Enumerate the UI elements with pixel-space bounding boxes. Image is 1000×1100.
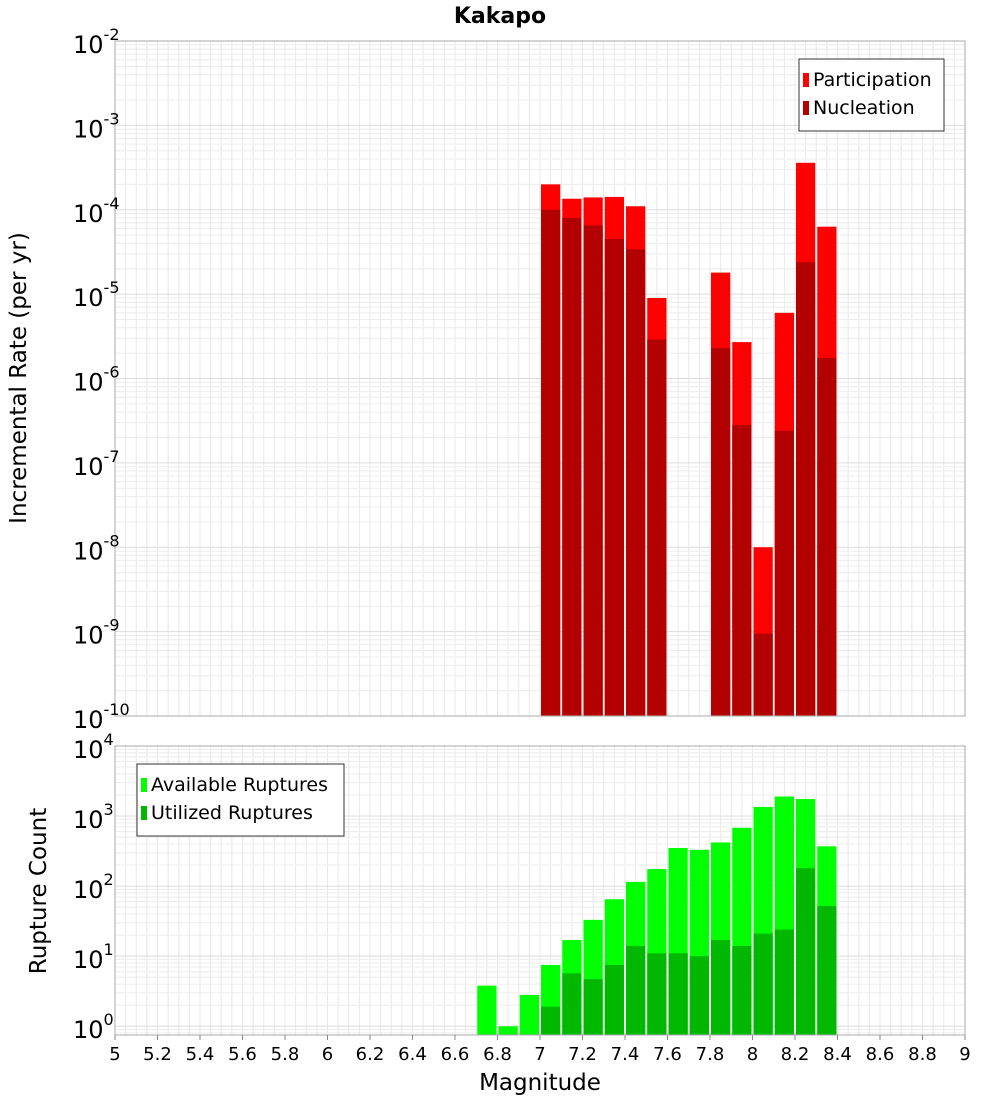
count-legend: Available Ruptures Utilized Ruptures (136, 763, 345, 837)
y-tick-label: 10-7 (73, 447, 120, 481)
count-bar (753, 933, 773, 1035)
y-tick-label: 10-3 (73, 109, 120, 143)
x-tick-label: 8.6 (866, 1044, 895, 1065)
x-tick-label: 5.2 (143, 1044, 172, 1065)
x-tick-label: 7.6 (653, 1044, 682, 1065)
legend-swatch (141, 778, 147, 792)
x-tick-label: 9 (959, 1044, 970, 1065)
y-tick-label: 10-9 (73, 616, 120, 650)
count-series-2 (541, 868, 837, 1035)
magnitude-axis: 5 5.2 5.4 5.6 5.8 6 6.2 6.4 6.6 6.8 7 7.2 7.4 7.6 7.8 8… (109, 1035, 971, 1065)
y-tick-label: 10-4 (73, 194, 120, 228)
x-tick-label: 8 (747, 1044, 758, 1065)
rate-grid (114, 41, 966, 717)
x-tick-label: 5.4 (186, 1044, 215, 1065)
count-bar (647, 953, 667, 1035)
legend-swatch (803, 101, 809, 115)
x-tick-label: 7.2 (568, 1044, 597, 1065)
rupture-count-panel: 100 101 102 103 104 Available Ruptures Utilize… (73, 730, 966, 1044)
rate-bar (647, 339, 667, 716)
count-y-ticks: 100 101 102 103 104 (73, 730, 114, 1044)
x-tick-label: 8.8 (908, 1044, 937, 1065)
rate-plot-frame (114, 40, 966, 717)
count-bar (583, 979, 603, 1035)
x-tick-label: 5.8 (271, 1044, 300, 1065)
count-bar (689, 956, 709, 1035)
x-tick-label: 8.2 (781, 1044, 810, 1065)
x-tick-label: 8.4 (823, 1044, 852, 1065)
rate-series-2 (541, 209, 837, 716)
y-tick-label: 10-5 (73, 278, 120, 312)
count-bar (668, 953, 688, 1035)
count-bar (562, 973, 582, 1035)
x-tick-label: 6.8 (483, 1044, 512, 1065)
rate-bar (774, 430, 794, 716)
count-bar (817, 906, 837, 1035)
rate-bar (604, 239, 624, 716)
rate-bar (732, 425, 752, 716)
count-bar (477, 985, 497, 1035)
rate-bar (562, 217, 582, 716)
rate-y-ticks: 10-10 10-9 10-8 10-7 10-6 10-5 10-4 10-3 10-2 (73, 25, 130, 734)
y-tick-label: 104 (73, 730, 114, 764)
rate-bar (796, 262, 816, 716)
x-tick-label: 6.6 (441, 1044, 470, 1065)
rate-bar (753, 633, 773, 716)
legend-label: Nucleation (813, 97, 915, 119)
y-tick-label: 10-2 (73, 25, 120, 59)
chart-title: Kakapo (454, 4, 546, 29)
x-axis-label: Magnitude (479, 1070, 601, 1096)
rate-legend: Participation Nucleation (798, 58, 945, 132)
rate-bar (817, 357, 837, 716)
x-tick-label: 7.4 (611, 1044, 640, 1065)
x-tick-label: 7.8 (696, 1044, 725, 1065)
top-y-axis-label: Incremental Rate (per yr) (6, 232, 32, 524)
x-tick-label: 7 (534, 1044, 545, 1065)
legend-box (136, 763, 345, 837)
count-bar (604, 964, 624, 1035)
y-tick-label: 101 (73, 940, 114, 974)
y-tick-label: 100 (73, 1010, 114, 1044)
x-tick-label: 6.2 (356, 1044, 385, 1065)
y-tick-label: 103 (73, 800, 114, 834)
bottom-y-axis-label: Rupture Count (26, 808, 52, 974)
rate-bar (626, 249, 646, 716)
legend-box (798, 58, 945, 132)
legend-label: Available Ruptures (151, 774, 328, 796)
rate-bar (711, 347, 731, 716)
legend-label: Utilized Ruptures (151, 802, 313, 824)
legend-swatch (803, 73, 809, 87)
rate-bar (583, 225, 603, 716)
x-tick-label: 6 (322, 1044, 333, 1065)
rate-bar (541, 209, 561, 716)
rate-panel: 10-10 10-9 10-8 10-7 10-6 10-5 10-4 10-3 10-2 Par… (73, 25, 966, 734)
legend-swatch (141, 806, 147, 820)
count-bar (541, 1006, 561, 1035)
count-bar (519, 994, 539, 1035)
legend-label: Participation (813, 69, 932, 91)
y-tick-label: 10-6 (73, 363, 120, 397)
x-tick-label: 6.4 (398, 1044, 427, 1065)
count-bar (796, 868, 816, 1035)
count-bar (711, 940, 731, 1035)
count-bar (626, 945, 646, 1035)
y-tick-label: 10-10 (73, 700, 130, 734)
y-tick-label: 102 (73, 870, 114, 904)
count-bar (732, 945, 752, 1035)
count-bar (774, 929, 794, 1035)
count-bar (498, 1026, 518, 1035)
x-tick-label: 5.6 (228, 1044, 257, 1065)
y-tick-label: 10-8 (73, 531, 120, 565)
x-tick-label: 5 (109, 1044, 120, 1065)
